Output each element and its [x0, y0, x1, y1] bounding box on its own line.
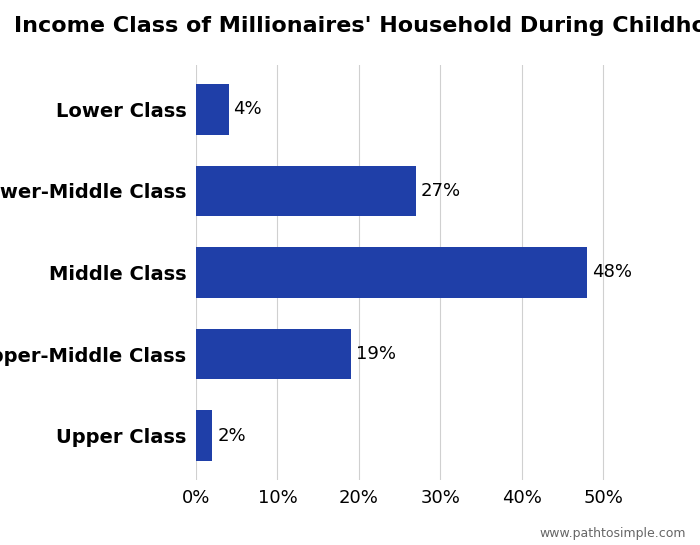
Text: www.pathtosimple.com: www.pathtosimple.com [540, 526, 686, 540]
Bar [196, 247, 587, 298]
Text: 19%: 19% [356, 345, 396, 363]
Text: 2%: 2% [217, 427, 246, 445]
Bar [196, 329, 351, 379]
Bar [196, 410, 212, 461]
Bar [196, 166, 416, 216]
Text: 48%: 48% [592, 263, 632, 282]
Bar [196, 84, 229, 135]
Text: 27%: 27% [421, 182, 461, 200]
Text: Income Class of Millionaires' Household During Childhood: Income Class of Millionaires' Household … [14, 16, 700, 37]
Text: 4%: 4% [234, 100, 262, 118]
